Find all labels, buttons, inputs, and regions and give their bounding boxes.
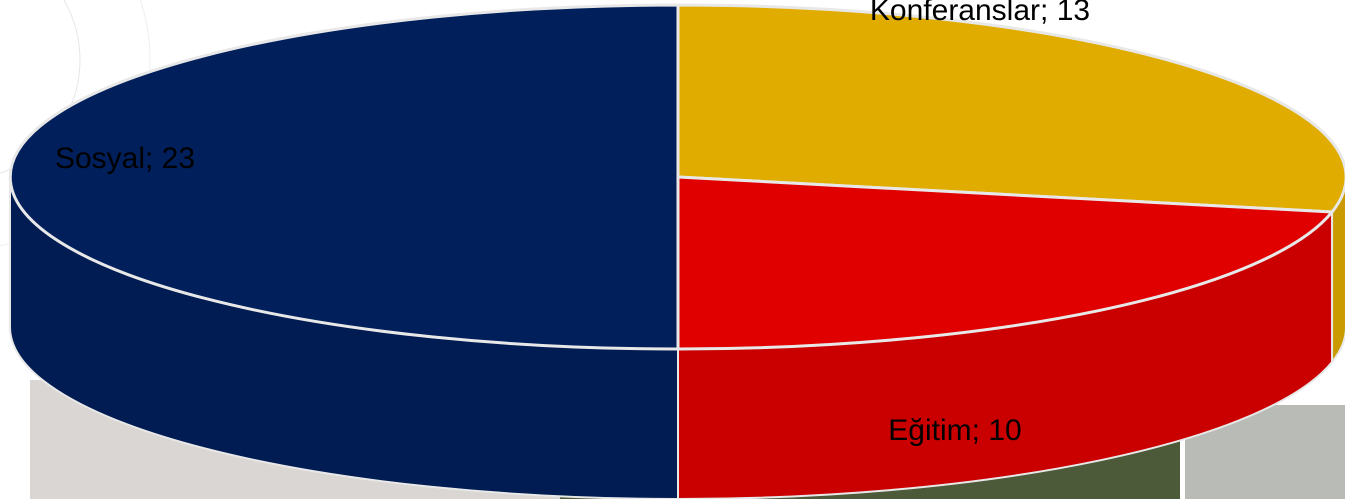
pie-slice <box>676 3 1345 214</box>
decor-ring <box>0 0 151 247</box>
data-label: Konferanslar; 13 <box>870 0 1090 27</box>
decor-ring <box>0 0 81 174</box>
data-label: Eğitim; 10 <box>888 414 1021 447</box>
pie-slice <box>676 175 1336 351</box>
pie-slice <box>8 3 680 351</box>
data-label: Sosyal; 23 <box>55 142 195 175</box>
